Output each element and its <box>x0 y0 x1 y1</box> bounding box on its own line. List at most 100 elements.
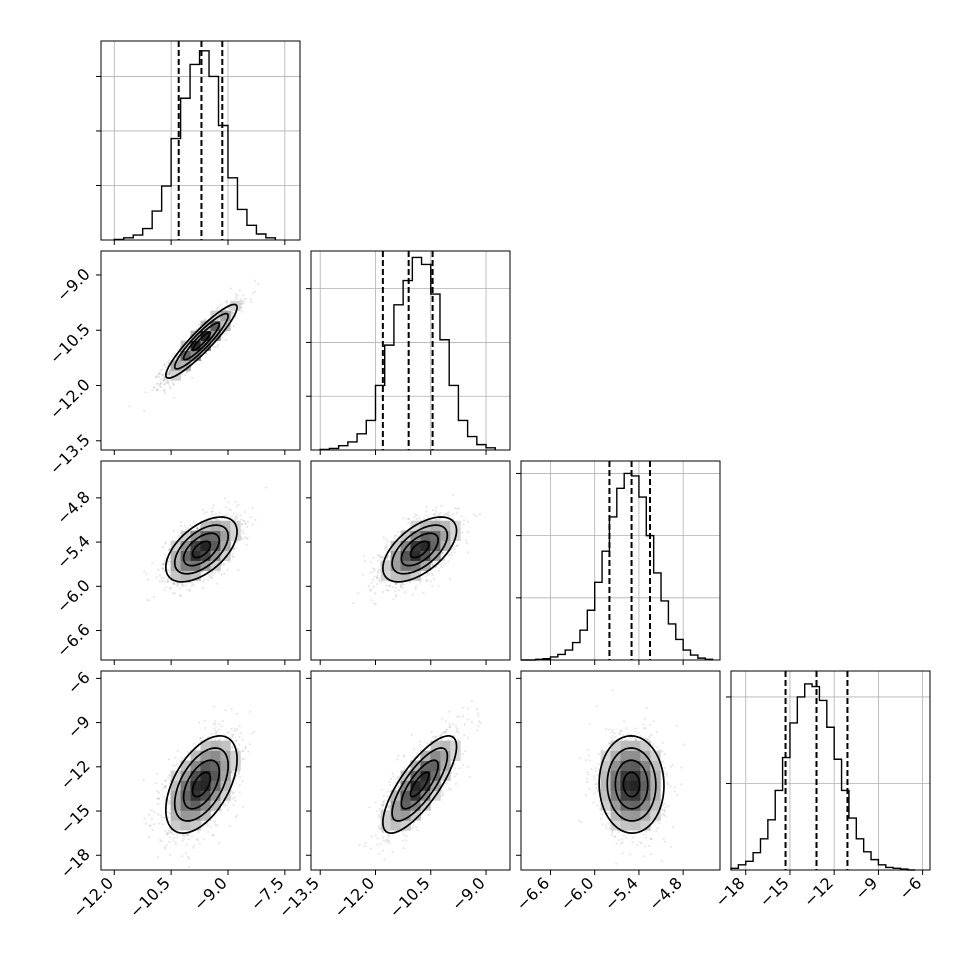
scatter-point <box>175 584 178 587</box>
scatter-point <box>215 582 219 585</box>
scatter-point <box>239 514 242 517</box>
panel-frame <box>100 250 301 451</box>
scatter-point <box>224 709 227 712</box>
scatter-point <box>422 591 425 594</box>
scatter-point <box>162 577 166 580</box>
scatter-point <box>223 497 227 500</box>
scatter-point <box>257 282 260 285</box>
scatter-point <box>228 307 231 310</box>
scatter-point <box>160 840 163 843</box>
density-cell <box>410 530 421 541</box>
scatter-point <box>179 594 182 597</box>
scatter-point <box>431 572 434 575</box>
scatter-point <box>185 370 188 374</box>
scatter-point <box>242 301 246 304</box>
scatter-point <box>165 586 168 589</box>
scatter-point <box>473 513 476 516</box>
scatter-point <box>220 573 223 576</box>
scatter-point <box>165 833 168 836</box>
scatter-point <box>196 527 200 530</box>
scatter-point <box>159 382 163 385</box>
scatter-point <box>385 584 388 587</box>
scatter-point <box>169 587 172 590</box>
scatter-point <box>372 578 375 582</box>
scatter-point <box>234 518 237 521</box>
density-cell <box>190 550 201 561</box>
scatter-point <box>234 816 237 819</box>
scatter-point <box>186 588 189 591</box>
histogram-steps-0 <box>113 50 277 241</box>
scatter-point <box>231 311 234 314</box>
scatter-point <box>442 514 445 517</box>
density-cell <box>190 340 201 351</box>
scatter-point <box>466 520 470 523</box>
scatter-point <box>164 391 167 395</box>
scatter-point <box>430 562 433 565</box>
scatter-point <box>399 586 402 589</box>
scatter-point <box>429 580 432 583</box>
contour-level-0 <box>409 540 430 559</box>
scatter-point <box>450 554 453 557</box>
scatter-point <box>163 563 166 566</box>
scatter-point <box>164 784 168 788</box>
scatter-point <box>357 592 360 595</box>
scatter-point <box>209 576 212 580</box>
scatter-point <box>240 306 243 309</box>
scatter-point <box>241 302 244 305</box>
density-cell <box>200 550 211 561</box>
scatter-point <box>452 493 455 496</box>
scatter-point <box>385 543 388 546</box>
scatter-point <box>201 586 205 590</box>
density-cell <box>400 530 411 541</box>
scatter-point <box>167 832 170 835</box>
scatter-point <box>385 538 388 541</box>
histogram-panel-0 <box>96 40 301 245</box>
scatter-point <box>239 298 242 301</box>
scatter-point <box>254 518 257 522</box>
density-cell <box>200 560 211 571</box>
scatter-point <box>411 593 415 596</box>
scatter-point <box>238 743 241 746</box>
scatter-point <box>369 588 372 591</box>
scatter-point <box>168 369 172 372</box>
density-cell <box>410 550 421 561</box>
scatter-point <box>200 571 203 574</box>
scatter-point <box>237 503 240 506</box>
scatter-point <box>437 517 441 521</box>
density-cell <box>390 550 401 561</box>
density-cell <box>410 570 421 581</box>
scatter-point <box>128 405 131 408</box>
scatter-point <box>461 531 464 534</box>
scatter-point <box>164 541 167 544</box>
scatter-point <box>219 303 222 306</box>
scatter-point <box>246 525 249 529</box>
scatter-point <box>408 517 411 521</box>
scatter-point <box>208 573 211 577</box>
scatter-point <box>163 378 166 381</box>
scatter-point <box>243 519 246 523</box>
scatter-point <box>167 776 170 779</box>
scatter-point <box>168 371 172 374</box>
scatter-point <box>190 584 193 587</box>
panel-frame <box>100 460 301 661</box>
density-cell <box>190 530 201 541</box>
scatter-point <box>380 580 384 584</box>
density-cell <box>180 570 191 581</box>
scatter-point <box>182 585 185 588</box>
scatter-point <box>157 372 160 375</box>
scatter-point <box>264 486 268 489</box>
scatter-point <box>172 382 175 385</box>
scatter-point <box>226 568 229 571</box>
scatter-point <box>168 373 171 376</box>
density-cell <box>180 560 191 571</box>
scatter-point <box>243 510 246 514</box>
scatter-point <box>156 374 159 377</box>
scatter-point <box>164 779 167 783</box>
scatter-point <box>155 376 158 379</box>
scatter-point <box>372 556 375 560</box>
density-cell <box>180 340 191 351</box>
density-cell <box>220 530 231 541</box>
scatter-point <box>231 746 234 750</box>
density-cell <box>210 310 221 322</box>
